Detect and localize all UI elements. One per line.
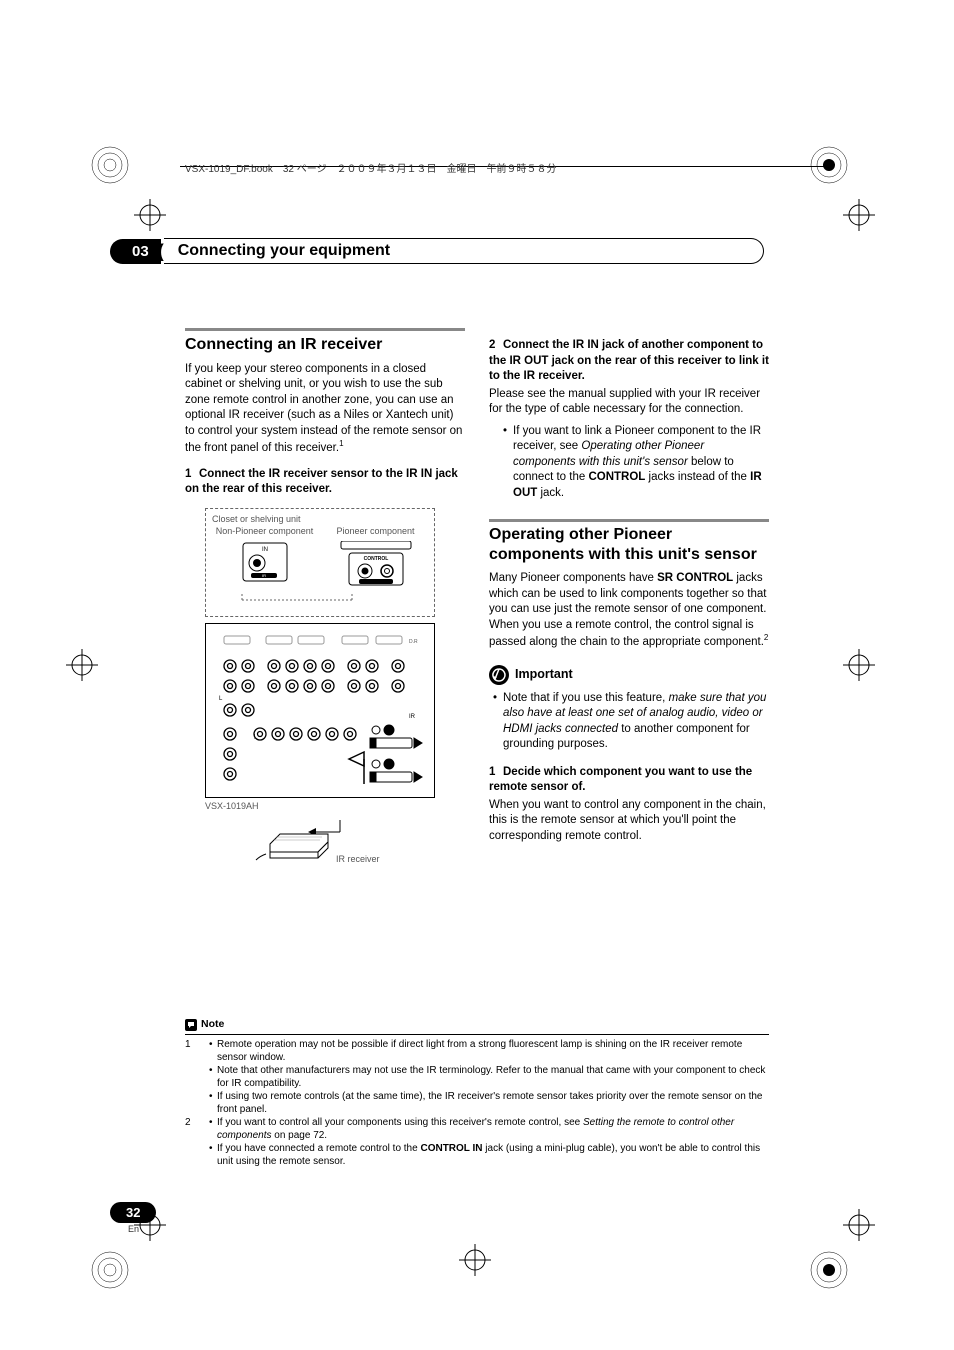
svg-text:CONTROL: CONTROL: [363, 556, 388, 562]
footnote-2-num: 2: [185, 1116, 197, 1168]
footnote-1-num: 1: [185, 1038, 197, 1116]
crop-mark-bl: [80, 1245, 140, 1305]
left-column: Connecting an IR receiver If you keep yo…: [185, 328, 465, 876]
note-rule: [185, 1034, 769, 1035]
important-label: Important: [515, 666, 573, 683]
step-2-body: Please see the manual supplied with your…: [489, 387, 769, 418]
footnote-1b: Note that other manufacturers may not us…: [217, 1064, 769, 1090]
operating-step-1-num: 1: [489, 765, 503, 781]
model-label: VSX-1019AH: [205, 800, 435, 812]
svg-text:|: |: [254, 734, 255, 740]
svg-text:D.R: D.R: [409, 639, 418, 645]
pioneer-label: Pioneer component: [323, 527, 428, 537]
footnotes: Note 1 •Remote operation may not be poss…: [185, 1018, 769, 1168]
content-area: Connecting an IR receiver If you keep yo…: [185, 328, 769, 876]
svg-text:L: L: [219, 696, 223, 702]
svg-text:IR: IR: [409, 714, 416, 720]
step-2-heading: 2Connect the IR IN jack of another compo…: [489, 338, 769, 385]
important-icon: [489, 665, 509, 685]
step-1-num: 1: [185, 467, 199, 483]
footnote-1c: If using two remote controls (at the sam…: [217, 1090, 769, 1116]
svg-text:IR receiver: IR receiver: [336, 854, 380, 864]
svg-text:IR: IR: [262, 573, 266, 578]
chapter-header: 03 ( Connecting your equipment: [110, 238, 764, 264]
reg-mark-br: [839, 1205, 879, 1245]
receiver-backpanel: D.R: [205, 623, 435, 799]
nonpioneer-label: Non-Pioneer component: [212, 527, 317, 537]
reg-mark-bc: [455, 1240, 495, 1280]
section-heading-operating: Operating other Pioneer components with …: [489, 519, 769, 565]
ir-intro-text: If you keep your stereo components in a …: [185, 363, 462, 454]
crop-mark-tl: [80, 140, 140, 200]
ir-connection-diagram: Closet or shelving unit Non-Pioneer comp…: [205, 508, 435, 876]
step-1-text: Connect the IR receiver sensor to the IR…: [185, 468, 458, 496]
important-callout: Important: [489, 665, 769, 685]
operating-step-1-body: When you want to control any component i…: [489, 798, 769, 845]
reg-mark-ml: [62, 645, 102, 685]
ir-receiver-drawing: IR receiver: [205, 820, 435, 876]
bullet-dot-icon: •: [503, 424, 513, 502]
reg-mark-mr: [839, 645, 879, 685]
important-bullet: • Note that if you use this feature, mak…: [489, 691, 769, 753]
header-meta-text: VSX-1019_DF.book 32 ページ ２００９年３月１３日 金曜日 午…: [185, 160, 557, 175]
footnote-ref-2: 2: [764, 633, 768, 642]
operating-step-1-heading: 1Decide which component you want to use …: [489, 765, 769, 796]
note-heading: Note: [185, 1018, 769, 1032]
bullet-link-text: If you want to link a Pioneer component …: [513, 424, 769, 502]
reg-mark-tl: [130, 195, 170, 235]
bullet-dot-icon: •: [493, 691, 503, 753]
note-label: Note: [201, 1018, 224, 1032]
svg-text:IN: IN: [262, 547, 268, 553]
ir-intro: If you keep your stereo components in a …: [185, 362, 465, 457]
reg-mark-tr: [839, 195, 879, 235]
footnote-1a: Remote operation may not be possible if …: [217, 1038, 769, 1064]
important-bullet-text: Note that if you use this feature, make …: [503, 691, 769, 753]
section-heading-ir: Connecting an IR receiver: [185, 328, 465, 356]
dotted-connection: [212, 594, 428, 604]
chapter-paren-icon: (: [153, 241, 164, 262]
note-icon: [185, 1019, 197, 1031]
footnote-1: 1 •Remote operation may not be possible …: [185, 1038, 769, 1116]
footnote-ref-1: 1: [339, 439, 343, 448]
footnote-2b: If you have connected a remote control t…: [217, 1142, 769, 1168]
step-2-text: Connect the IR IN jack of another compon…: [489, 339, 769, 382]
shelf-box: Closet or shelving unit Non-Pioneer comp…: [205, 508, 435, 617]
pioneer-drawing: CONTROL: [323, 541, 428, 595]
nonpioneer-drawing: IN IR: [212, 541, 317, 591]
chapter-title: Connecting your equipment: [178, 242, 390, 260]
crop-mark-tr: [799, 140, 859, 200]
step-1-heading: 1Connect the IR receiver sensor to the I…: [185, 467, 465, 498]
operating-intro: Many Pioneer components have SR CONTROL …: [489, 571, 769, 650]
page-number: 32: [110, 1202, 156, 1223]
footnote-2: 2 •If you want to control all your compo…: [185, 1116, 769, 1168]
right-column: 2Connect the IR IN jack of another compo…: [489, 328, 769, 876]
step-2-num: 2: [489, 338, 503, 354]
bullet-link-pioneer: • If you want to link a Pioneer componen…: [489, 424, 769, 502]
page-lang: En: [128, 1224, 139, 1234]
footnote-2a: If you want to control all your componen…: [217, 1116, 769, 1142]
operating-step-1-text: Decide which component you want to use t…: [489, 766, 752, 794]
shelf-label: Closet or shelving unit: [212, 513, 428, 525]
crop-mark-br: [799, 1245, 859, 1305]
